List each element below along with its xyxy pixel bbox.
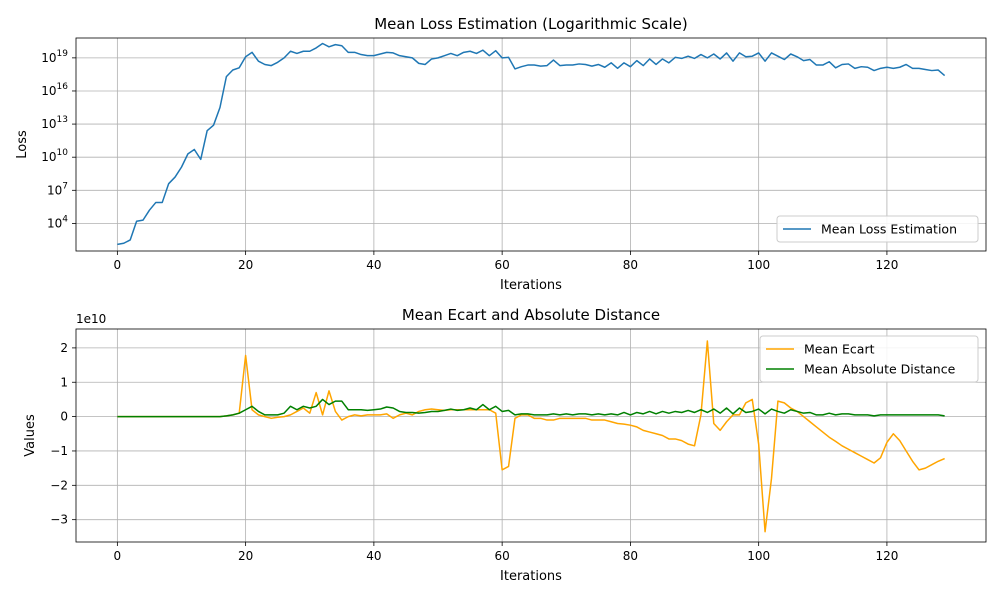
chart2-series-line-2 [117,398,945,418]
chart1-xtick-label-5: 100 [747,258,770,272]
chart2-ylabel: Values [23,414,38,457]
chart2-xtick-label-5: 100 [747,549,770,563]
chart1-xtick-label-0: 0 [114,258,122,272]
chart1-axes: 0 20 40 60 80 100 120 104 107 1010 1013 1016 1019 Mea… [15,15,987,293]
chart2-ytick-label-0: 2 [60,341,68,355]
chart1-ytick-label-0: 104 [47,214,68,230]
chart2-xtick-label-0: 0 [114,549,122,563]
chart1-ytick-label-3: 1013 [41,115,68,131]
chart1-ytick-label-1: 107 [47,181,68,197]
chart1-xtick-label-2: 40 [366,258,381,272]
chart2-xlabel: Iterations [500,569,562,584]
chart2-xtick-label-1: 20 [238,549,253,563]
chart2-frame [75,328,987,543]
chart2-series-line-1 [117,340,945,533]
chart1-ytick-label-4: 1016 [41,82,68,98]
chart1-legend-label-1: Mean Loss Estimation [821,222,957,237]
chart2-axes: 0 20 40 60 80 100 120 2 1 0 −1 −2 −3 1e10 Mean Ecart a… [23,306,987,584]
chart2-legend-box [759,335,979,383]
chart1-frame [75,37,987,252]
chart2-ytick-label-4: −2 [50,478,68,492]
chart2-y-offset-label: 1e10 [76,312,106,326]
chart1-ytick-label-5: 1019 [41,49,68,65]
chart2-ytick-label-5: −3 [50,513,68,527]
chart1-legend: Mean Loss Estimation [776,215,979,243]
chart2-legend-label-1: Mean Ecart [804,342,875,357]
chart1-xtick-label-1: 20 [238,258,253,272]
chart1-xtick-label-4: 80 [623,258,638,272]
chart2-title: Mean Ecart and Absolute Distance [402,306,660,324]
chart2-ytick-label-3: −1 [50,444,68,458]
chart2-xtick-label-6: 120 [875,549,898,563]
chart2-xtick-label-3: 60 [495,549,510,563]
chart2-ytick-label-2: 0 [60,410,68,424]
chart2-ytick-label-1: 1 [60,375,68,389]
chart2-legend-label-2: Mean Absolute Distance [804,362,956,377]
chart1-series-line-1 [117,42,946,246]
chart1-xtick-label-3: 60 [495,258,510,272]
chart1-legend-box [776,215,979,243]
chart1-xlabel: Iterations [500,278,562,293]
chart1-ylabel: Loss [15,130,30,159]
chart2-legend: Mean Ecart Mean Absolute Distance [759,335,979,383]
chart1-ytick-label-2: 1010 [41,148,68,164]
chart2-xtick-label-4: 80 [623,549,638,563]
chart1-title: Mean Loss Estimation (Logarithmic Scale) [374,15,688,33]
chart2-xtick-label-2: 40 [366,549,381,563]
chart1-xtick-label-6: 120 [875,258,898,272]
